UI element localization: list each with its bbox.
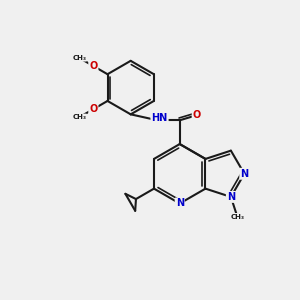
Text: CH₃: CH₃ [230,214,244,220]
Text: CH₃: CH₃ [72,114,86,120]
Text: O: O [89,61,98,71]
Text: O: O [89,104,98,114]
Text: O: O [193,110,201,120]
Text: N: N [240,169,248,179]
Text: HN: HN [152,113,168,123]
Text: CH₃: CH₃ [72,55,86,61]
Text: N: N [227,192,235,202]
Text: N: N [176,199,184,208]
